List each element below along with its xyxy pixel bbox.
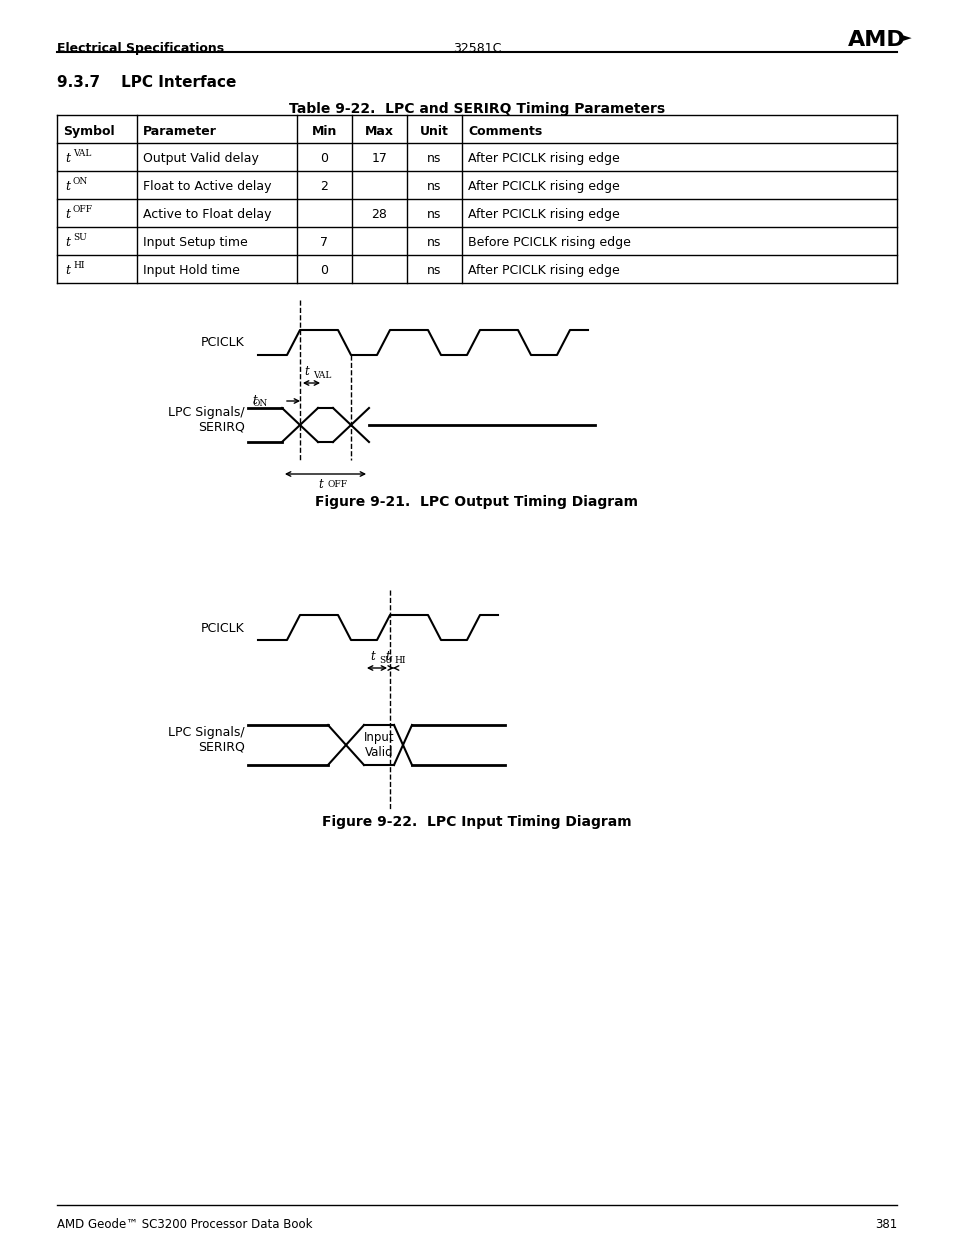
Text: ON: ON — [253, 399, 268, 409]
Text: AMD Geode™ SC3200 Processor Data Book: AMD Geode™ SC3200 Processor Data Book — [57, 1218, 313, 1231]
Text: Max: Max — [365, 125, 394, 138]
Text: ►: ► — [899, 30, 911, 44]
Text: Output Valid delay: Output Valid delay — [143, 152, 258, 165]
Text: 0: 0 — [320, 264, 328, 277]
Text: t: t — [65, 264, 70, 277]
Text: t: t — [65, 152, 70, 165]
Text: OFF: OFF — [73, 205, 93, 214]
Text: t: t — [385, 650, 390, 663]
Text: LPC Signals/
SERIRQ: LPC Signals/ SERIRQ — [168, 726, 245, 755]
Text: Comments: Comments — [468, 125, 541, 138]
Text: t: t — [65, 180, 70, 193]
Text: AMD: AMD — [847, 30, 904, 49]
Text: After PCICLK rising edge: After PCICLK rising edge — [468, 207, 619, 221]
Text: Input Hold time: Input Hold time — [143, 264, 239, 277]
Text: Parameter: Parameter — [143, 125, 216, 138]
Text: OFF: OFF — [327, 480, 347, 489]
Text: Input Setup time: Input Setup time — [143, 236, 248, 249]
Text: LPC Signals/
SERIRQ: LPC Signals/ SERIRQ — [168, 406, 245, 433]
Text: t: t — [318, 478, 323, 492]
Text: HI: HI — [394, 656, 405, 664]
Text: Unit: Unit — [419, 125, 449, 138]
Text: Input
Valid: Input Valid — [363, 731, 394, 760]
Text: After PCICLK rising edge: After PCICLK rising edge — [468, 152, 619, 165]
Text: ns: ns — [427, 152, 441, 165]
Text: t: t — [252, 394, 256, 408]
Text: PCICLK: PCICLK — [201, 621, 245, 635]
Text: Float to Active delay: Float to Active delay — [143, 180, 272, 193]
Text: ns: ns — [427, 236, 441, 249]
Text: 9.3.7    LPC Interface: 9.3.7 LPC Interface — [57, 75, 236, 90]
Text: ns: ns — [427, 180, 441, 193]
Text: ON: ON — [73, 177, 89, 186]
Text: 381: 381 — [874, 1218, 896, 1231]
Text: Table 9-22.  LPC and SERIRQ Timing Parameters: Table 9-22. LPC and SERIRQ Timing Parame… — [289, 103, 664, 116]
Text: 32581C: 32581C — [453, 42, 500, 56]
Text: Symbol: Symbol — [63, 125, 114, 138]
Text: t: t — [304, 366, 309, 378]
Text: t: t — [370, 650, 375, 663]
Text: 0: 0 — [320, 152, 328, 165]
Text: SU: SU — [378, 656, 393, 664]
Text: HI: HI — [73, 261, 85, 270]
Text: ns: ns — [427, 264, 441, 277]
Text: Min: Min — [312, 125, 336, 138]
Text: ns: ns — [427, 207, 441, 221]
Text: 2: 2 — [320, 180, 328, 193]
Text: Figure 9-21.  LPC Output Timing Diagram: Figure 9-21. LPC Output Timing Diagram — [315, 495, 638, 509]
Text: Electrical Specifications: Electrical Specifications — [57, 42, 224, 56]
Text: PCICLK: PCICLK — [201, 336, 245, 350]
Text: 17: 17 — [371, 152, 387, 165]
Text: t: t — [65, 207, 70, 221]
Text: 28: 28 — [371, 207, 387, 221]
Text: 7: 7 — [320, 236, 328, 249]
Text: VAL: VAL — [314, 370, 332, 380]
Text: t: t — [65, 236, 70, 249]
Text: SU: SU — [73, 233, 87, 242]
Text: VAL: VAL — [73, 149, 91, 158]
Text: Before PCICLK rising edge: Before PCICLK rising edge — [468, 236, 630, 249]
Text: After PCICLK rising edge: After PCICLK rising edge — [468, 264, 619, 277]
Text: Figure 9-22.  LPC Input Timing Diagram: Figure 9-22. LPC Input Timing Diagram — [322, 815, 631, 829]
Text: After PCICLK rising edge: After PCICLK rising edge — [468, 180, 619, 193]
Text: Active to Float delay: Active to Float delay — [143, 207, 272, 221]
